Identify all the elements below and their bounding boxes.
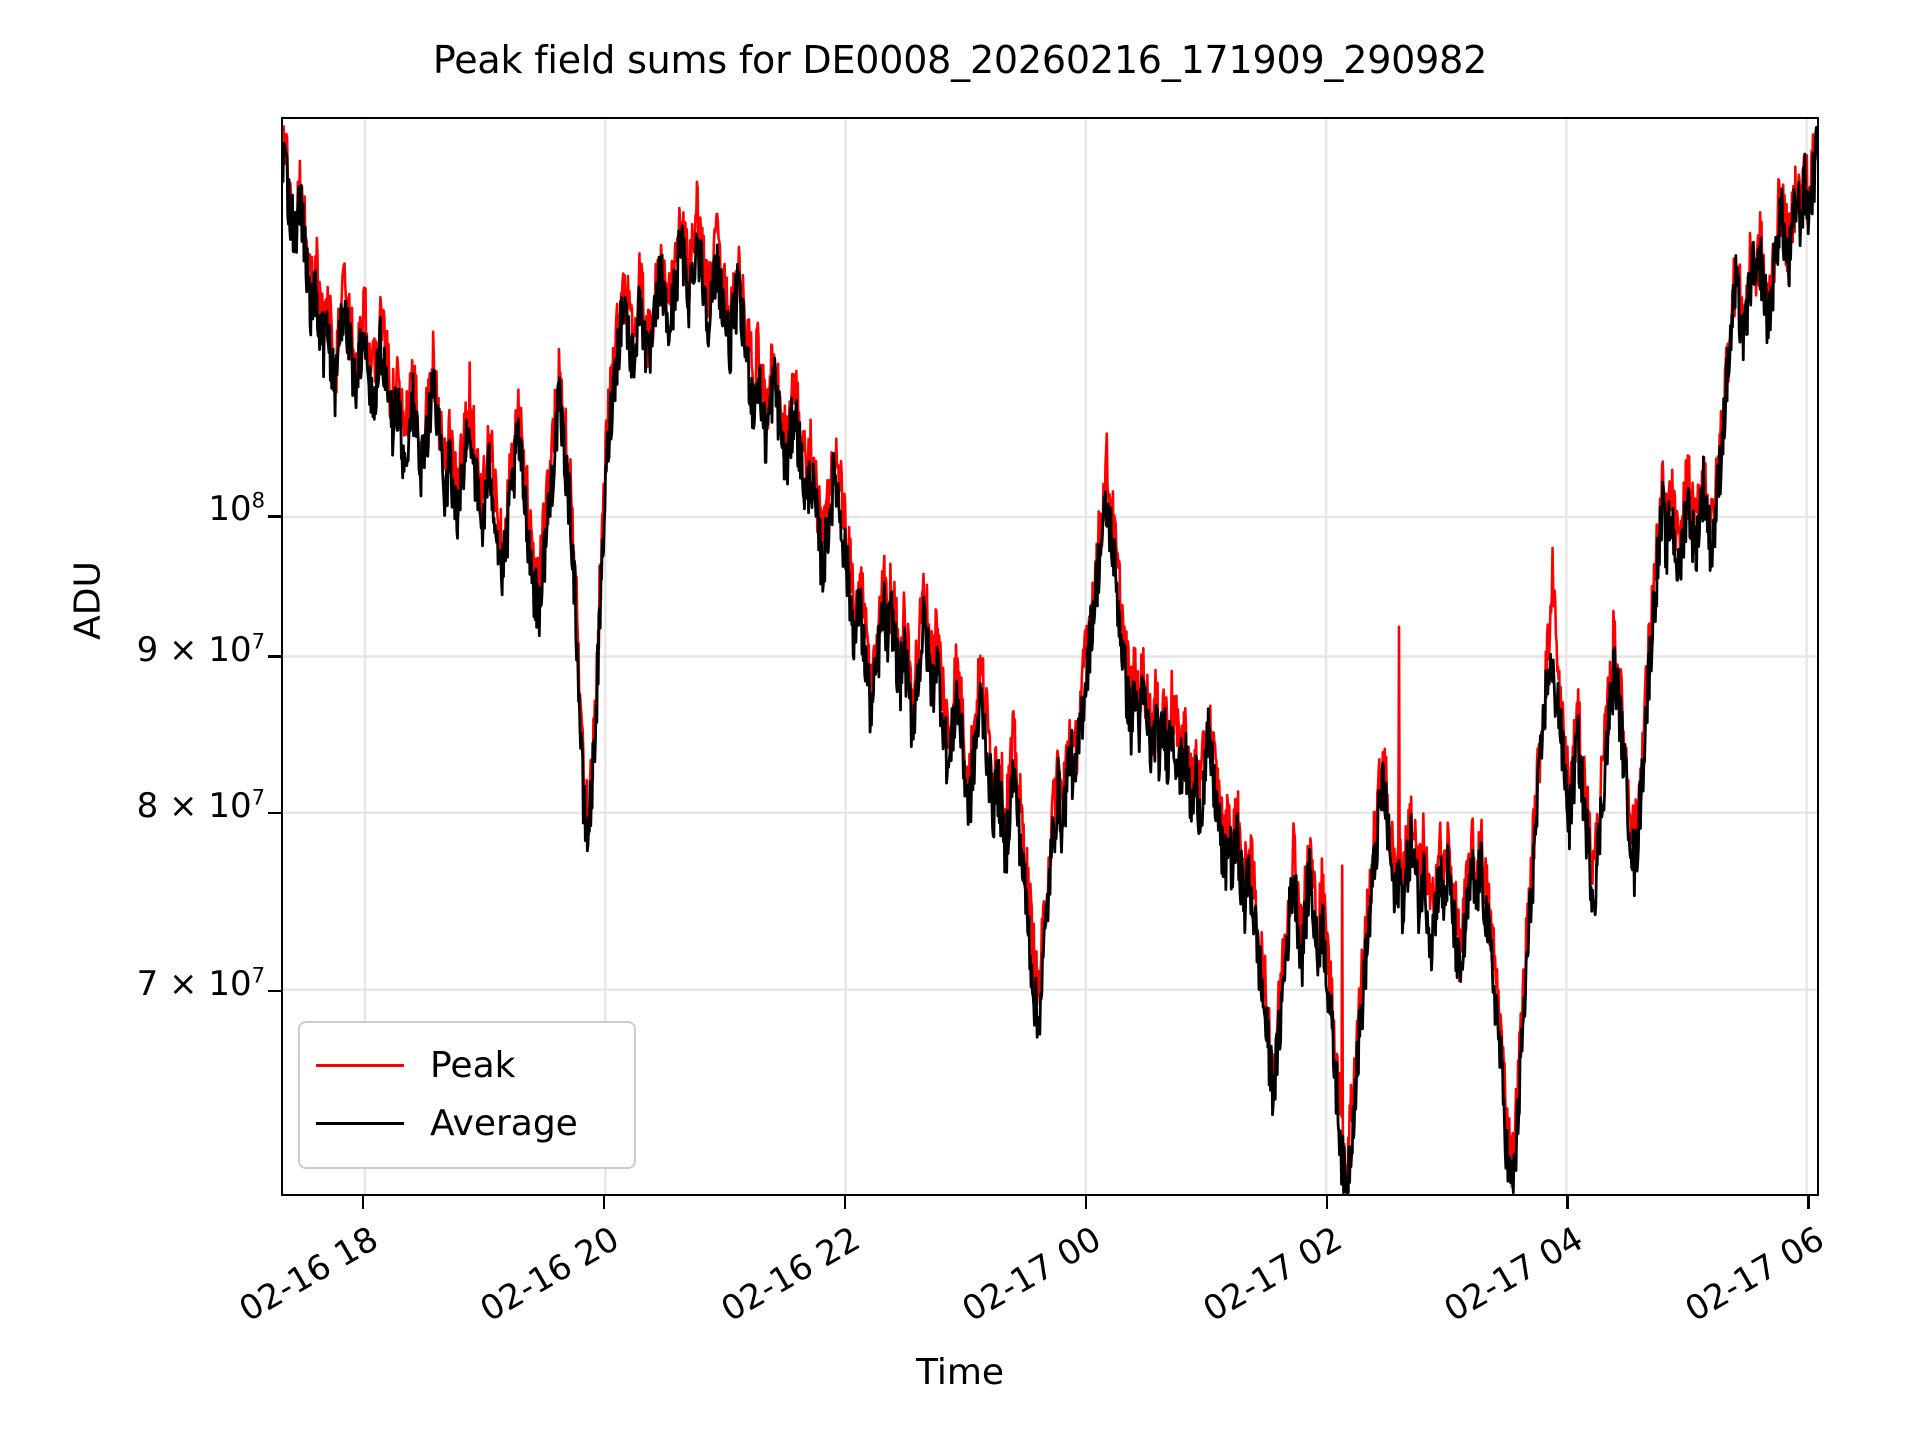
x-tick-label: 02-17 06 xyxy=(1678,1219,1831,1331)
x-axis-label: Time xyxy=(915,1352,1005,1393)
y-tick-mark xyxy=(268,989,281,993)
x-tick-label: 02-16 20 xyxy=(473,1219,627,1331)
x-tick-mark xyxy=(1807,1196,1810,1209)
x-tick-mark xyxy=(602,1196,606,1209)
x-tick-label: 02-17 04 xyxy=(1437,1219,1590,1331)
x-tick-mark xyxy=(1325,1196,1328,1209)
series-line-average xyxy=(283,126,1817,1194)
legend-swatch-peak xyxy=(316,1063,404,1067)
x-tick-label: 02-17 00 xyxy=(955,1219,1108,1331)
y-tick-mark xyxy=(268,515,281,518)
x-tick-mark xyxy=(843,1196,847,1209)
legend-label: Peak xyxy=(430,1044,516,1086)
legend-label: Average xyxy=(430,1102,578,1144)
series-canvas xyxy=(283,119,1817,1194)
y-tick-mark xyxy=(268,812,281,815)
y-axis-label: ADU xyxy=(67,561,109,640)
y-tick-mark xyxy=(268,655,281,658)
y-tick-label: 108 xyxy=(208,487,265,530)
x-tick-mark xyxy=(362,1196,365,1209)
legend-swatch-average xyxy=(316,1121,404,1125)
x-tick-label: 02-16 18 xyxy=(232,1219,386,1331)
page-title: Peak field sums for DE0008_20260216_1719… xyxy=(432,38,1488,82)
legend-item-peak[interactable]: Peak xyxy=(316,1036,618,1094)
y-tick-label: 7 × 107 xyxy=(136,962,265,1004)
y-tick-label: 9 × 107 xyxy=(136,628,265,670)
legend-item-average[interactable]: Average xyxy=(316,1094,618,1152)
x-tick-mark xyxy=(1566,1196,1569,1209)
grid-lines xyxy=(283,119,1817,1194)
y-tick-label: 8 × 107 xyxy=(136,784,265,827)
x-tick-label: 02-16 22 xyxy=(714,1219,868,1331)
plot-area xyxy=(281,117,1819,1196)
x-tick-label: 02-17 02 xyxy=(1196,1219,1349,1331)
legend: Peak Average xyxy=(298,1021,636,1169)
x-tick-mark xyxy=(1084,1196,1088,1209)
